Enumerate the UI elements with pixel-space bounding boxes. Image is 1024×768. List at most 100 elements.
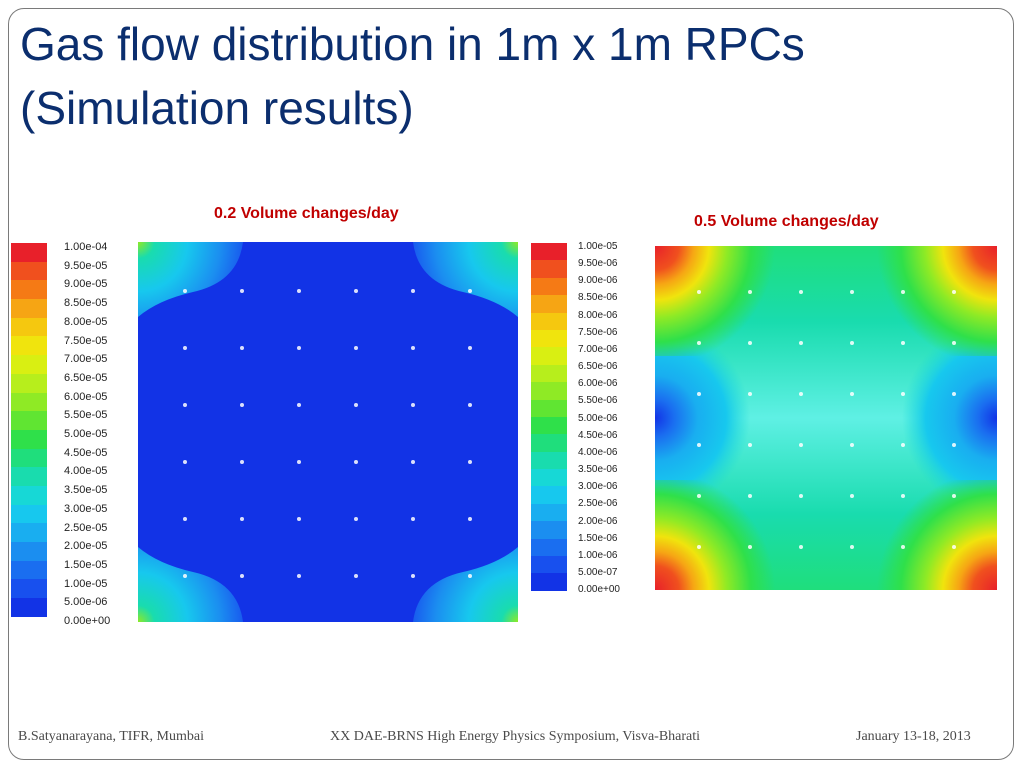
chart-1-corner-top-right: [413, 242, 518, 317]
chart-2-corner-bottom-left: [655, 480, 785, 590]
colorbar-tick-label: 1.00e-05: [578, 241, 618, 252]
colorbar-tick-label: 1.00e-06: [578, 549, 618, 561]
chart-2-colorbar: [531, 243, 567, 591]
grid-point: [697, 392, 701, 396]
grid-point: [952, 392, 956, 396]
grid-point: [240, 460, 244, 464]
colorbar-segment: [11, 448, 47, 468]
grid-point: [240, 517, 244, 521]
grid-point: [697, 341, 701, 345]
grid-point: [697, 443, 701, 447]
colorbar-segment: [11, 355, 47, 374]
grid-point: [411, 289, 415, 293]
chart-1-grid-points: [183, 289, 472, 578]
colorbar-segment: [11, 243, 47, 262]
slide-title: Gas flow distribution in 1m x 1m RPCs (Si…: [20, 12, 805, 140]
grid-point: [297, 403, 301, 407]
colorbar-tick-label: 6.00e-06: [578, 378, 618, 390]
colorbar-tick-label: 5.50e-06: [578, 395, 618, 407]
grid-point: [952, 545, 956, 549]
colorbar-segment: [531, 312, 567, 330]
colorbar-tick-label: 6.50e-05: [64, 371, 108, 384]
colorbar-tick-label: 3.00e-05: [64, 502, 108, 515]
colorbar-segment: [531, 347, 567, 365]
grid-point: [183, 574, 187, 578]
chart-1-colorbar: [11, 243, 47, 617]
chart-1-field: [138, 242, 518, 622]
colorbar-tick-label: 8.00e-06: [578, 309, 618, 321]
chart-2-colorbar-ticks: 1.00e-05 9.50e-06 9.00e-06 8.50e-06 8.00e-06…: [578, 238, 620, 598]
chart-1-contour-plot: [138, 242, 518, 622]
grid-point: [799, 290, 803, 294]
colorbar-segment: [11, 299, 47, 318]
chart-2-title: 0.5 Volume changes/day: [694, 213, 879, 230]
grid-point: [411, 346, 415, 350]
colorbar-segment: [531, 416, 567, 435]
colorbar-tick-label: 7.00e-06: [578, 343, 618, 355]
grid-point: [240, 574, 244, 578]
colorbar-segment: [11, 523, 47, 542]
chart-2-corner-top-left: [655, 246, 785, 356]
grid-point: [240, 346, 244, 350]
slide-frame: [8, 8, 1014, 760]
colorbar-tick-label: 5.50e-05: [64, 409, 108, 422]
colorbar-segment: [531, 329, 567, 348]
grid-point: [183, 517, 187, 521]
grid-point: [240, 289, 244, 293]
colorbar-tick-label: 0.00e+00: [64, 615, 111, 628]
colorbar-tick-label: 8.00e-05: [64, 315, 108, 328]
colorbar-segment: [11, 429, 47, 449]
grid-point: [183, 346, 187, 350]
colorbar-tick-label: 4.00e-05: [64, 465, 108, 478]
grid-point: [183, 403, 187, 407]
grid-point: [297, 517, 301, 521]
grid-point: [850, 545, 854, 549]
colorbar-tick-label: 6.50e-06: [578, 361, 618, 373]
grid-point: [952, 494, 956, 498]
grid-point: [901, 545, 905, 549]
footer-event: XX DAE-BRNS High Energy Physics Symposiu…: [330, 729, 701, 744]
grid-point: [240, 403, 244, 407]
colorbar-tick-label: 3.50e-05: [64, 484, 108, 497]
colorbar-segment: [11, 560, 47, 580]
colorbar-tick-label: 5.00e-06: [64, 596, 108, 609]
grid-point: [850, 443, 854, 447]
colorbar-tick-label: 7.50e-06: [578, 326, 618, 338]
colorbar-segment: [531, 573, 567, 591]
grid-point: [297, 346, 301, 350]
grid-point: [799, 494, 803, 498]
grid-point: [850, 341, 854, 345]
colorbar-segment: [531, 260, 567, 278]
colorbar-segment: [531, 382, 567, 400]
colorbar-segment: [11, 485, 47, 505]
colorbar-tick-label: 8.50e-06: [578, 292, 618, 304]
colorbar-segment: [11, 280, 47, 300]
grid-point: [901, 290, 905, 294]
chart-1-title: 0.2 Volume changes/day: [214, 205, 399, 222]
colorbar-tick-label: 6.00e-05: [64, 390, 108, 403]
grid-point: [952, 341, 956, 345]
grid-point: [799, 341, 803, 345]
chart-2-corner-top-right: [867, 246, 997, 356]
colorbar-segment: [531, 434, 567, 452]
chart-2-corner-bottom-right: [867, 480, 997, 590]
colorbar-segment: [11, 579, 47, 599]
grid-point: [354, 346, 358, 350]
colorbar-segment: [11, 392, 47, 412]
grid-point: [799, 545, 803, 549]
colorbar-tick-label: 9.50e-06: [578, 258, 618, 270]
colorbar-segment: [11, 373, 47, 393]
colorbar-tick-label: 9.00e-05: [64, 278, 108, 291]
grid-point: [748, 545, 752, 549]
colorbar-segment: [11, 504, 47, 524]
grid-point: [697, 494, 701, 498]
colorbar-segment: [11, 336, 47, 356]
colorbar-segment: [531, 295, 567, 313]
colorbar-segment: [531, 521, 567, 539]
colorbar-tick-label: 9.00e-06: [578, 275, 618, 287]
colorbar-segment: [11, 542, 47, 561]
grid-point: [354, 289, 358, 293]
grid-point: [901, 494, 905, 498]
grid-point: [354, 403, 358, 407]
grid-point: [468, 460, 472, 464]
